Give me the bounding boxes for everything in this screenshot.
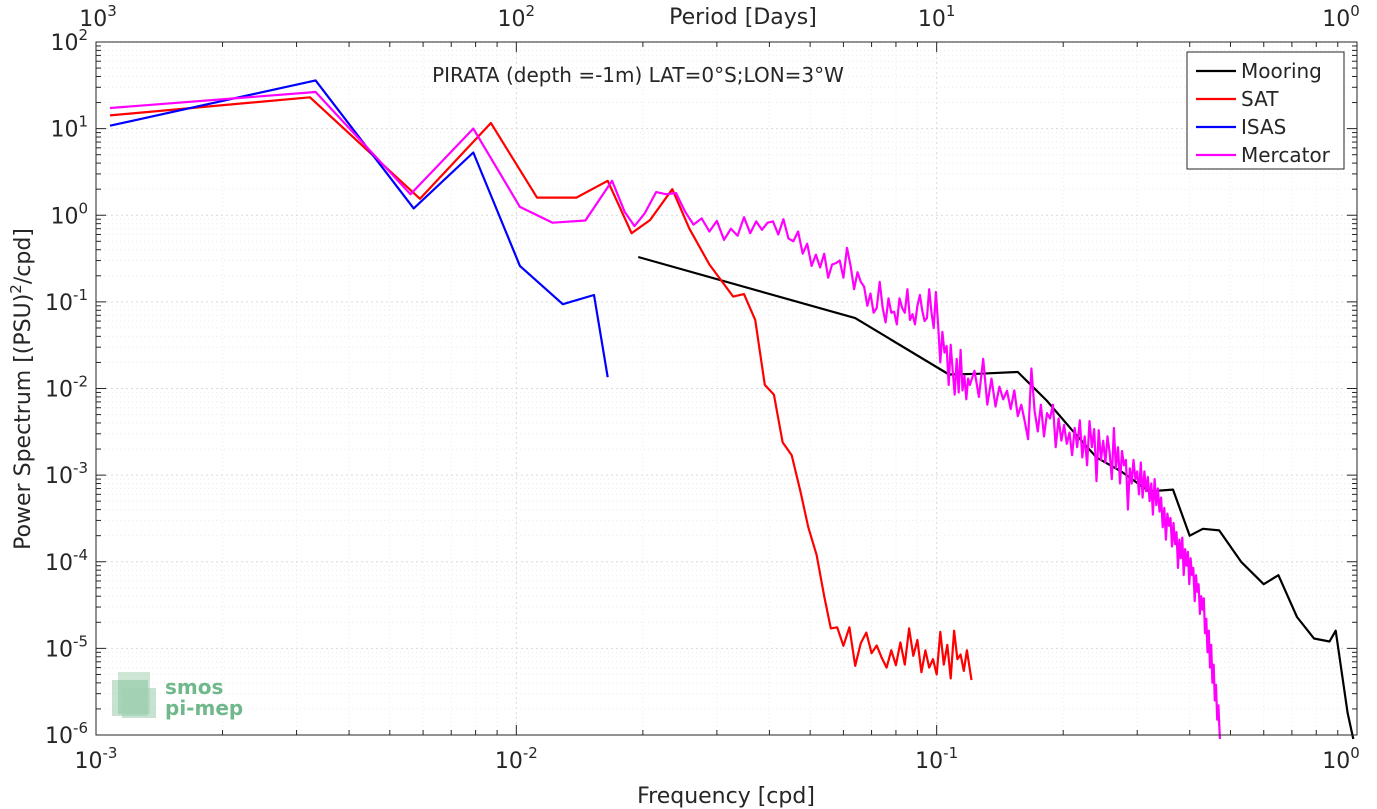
x2-tick-label: 102 bbox=[498, 2, 536, 32]
y-axis-label: Power Spectrum [(PSU)2/cpd] bbox=[7, 228, 36, 550]
y-axis-label-main: Power Spectrum [(PSU) bbox=[11, 294, 36, 550]
y-tick-label: 100 bbox=[50, 199, 88, 229]
legend-label-isas: ISAS bbox=[1241, 115, 1286, 139]
y-axis-label-sup: 2 bbox=[7, 284, 25, 294]
legend: Mooring SAT ISAS Mercator bbox=[1186, 51, 1345, 170]
logo-mark-3 bbox=[122, 688, 156, 718]
x2-tick-label: 100 bbox=[1322, 2, 1360, 32]
ticks bbox=[95, 42, 1357, 736]
x2-axis-label: Period [Days] bbox=[669, 5, 817, 30]
x-tick-label: 10-3 bbox=[75, 744, 118, 774]
x-tick-label: 10-1 bbox=[915, 744, 958, 774]
x2-tick-label: 103 bbox=[79, 2, 117, 32]
y-tick-label: 10-4 bbox=[45, 546, 88, 576]
series-line-sat bbox=[109, 96, 973, 681]
logo-line-2: pi-mep bbox=[165, 696, 243, 720]
y-tick-label: 10-2 bbox=[45, 373, 88, 403]
legend-label-mooring: Mooring bbox=[1241, 59, 1322, 83]
x-axis-label: Frequency [cpd] bbox=[637, 784, 815, 809]
x2-tick-label: 101 bbox=[918, 2, 956, 32]
y-tick-label: 10-6 bbox=[45, 719, 88, 749]
y-tick-label: 10-5 bbox=[45, 632, 88, 662]
x-tick-label: 10-2 bbox=[495, 744, 538, 774]
y-tick-label: 101 bbox=[50, 113, 88, 143]
chart-title: PIRATA (depth =-1m) LAT=0°S;LON=3°W bbox=[432, 63, 844, 87]
series-line-mercator bbox=[109, 90, 1221, 740]
y-axis-label-tail: /cpd] bbox=[11, 228, 36, 284]
series-layer bbox=[109, 79, 1355, 740]
logo-line-1: smos bbox=[165, 675, 223, 699]
y-tick-label: 102 bbox=[50, 26, 88, 56]
legend-label-mercator: Mercator bbox=[1241, 143, 1331, 167]
series-line-isas bbox=[109, 79, 609, 378]
series-line-mooring bbox=[637, 255, 1355, 740]
y-tick-label: 10-3 bbox=[45, 459, 88, 489]
legend-label-sat: SAT bbox=[1241, 87, 1279, 111]
x-tick-label: 100 bbox=[1322, 744, 1360, 774]
y-tick-label: 10-1 bbox=[45, 286, 88, 316]
smos-pi-mep-logo: smos pi-mep bbox=[112, 672, 243, 720]
